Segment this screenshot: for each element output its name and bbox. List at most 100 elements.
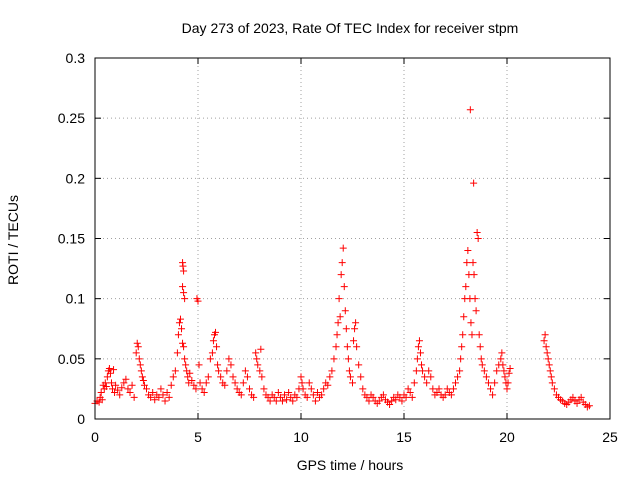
data-point <box>109 385 117 393</box>
data-point <box>196 379 204 387</box>
data-point <box>221 381 229 389</box>
y-tick-label: 0.3 <box>66 50 86 66</box>
y-axis-label: ROTI / TECUs <box>5 195 21 285</box>
data-point <box>498 349 506 357</box>
data-point <box>297 373 305 381</box>
data-point <box>270 393 278 401</box>
data-point <box>334 319 342 327</box>
data-point <box>473 228 481 236</box>
data-point <box>324 381 332 389</box>
data-point <box>491 379 499 387</box>
data-point <box>462 283 470 291</box>
data-point <box>489 391 497 399</box>
data-point <box>328 367 336 375</box>
data-point <box>459 331 467 339</box>
data-point <box>126 389 134 397</box>
data-point <box>241 367 249 375</box>
data-point <box>504 379 512 387</box>
data-point <box>98 396 106 404</box>
data-point <box>105 364 113 372</box>
data-point <box>165 393 173 401</box>
data-point <box>326 373 334 381</box>
data-point <box>500 367 508 375</box>
data-point <box>118 384 126 392</box>
data-point <box>544 355 552 363</box>
data-point <box>266 397 274 405</box>
data-point <box>257 345 265 353</box>
data-point <box>421 373 429 381</box>
data-point <box>143 385 150 393</box>
data-point <box>258 373 266 381</box>
data-point <box>493 367 501 375</box>
data-point <box>305 379 313 387</box>
data-point <box>335 295 343 303</box>
data-point <box>217 373 225 381</box>
data-point <box>487 385 495 393</box>
data-point <box>278 397 286 405</box>
data-point <box>299 385 307 393</box>
data-point <box>112 381 120 389</box>
x-tick-label: 15 <box>396 429 412 445</box>
data-point <box>474 235 482 242</box>
data-point <box>180 289 188 297</box>
data-point <box>122 375 130 383</box>
data-point <box>227 361 235 369</box>
data-point <box>173 349 181 357</box>
data-point <box>204 373 212 381</box>
data-point <box>482 373 490 381</box>
data-point <box>346 373 354 381</box>
data-point <box>171 367 179 375</box>
data-point <box>169 373 177 381</box>
data-point <box>506 364 514 372</box>
data-point <box>353 343 361 351</box>
x-axis-label: GPS time / hours <box>297 457 404 473</box>
grid-lines <box>95 58 610 419</box>
y-tick-label: 0 <box>77 411 85 427</box>
data-point <box>336 313 344 321</box>
data-point <box>333 331 341 339</box>
data-point <box>330 355 338 363</box>
data-point <box>214 361 222 369</box>
data-point <box>548 379 556 387</box>
data-point <box>180 343 188 351</box>
data-point <box>475 331 483 339</box>
data-point <box>124 385 132 393</box>
x-tick-label: 25 <box>602 429 618 445</box>
data-point <box>186 369 194 377</box>
data-point <box>419 367 427 375</box>
data-point <box>107 379 115 387</box>
data-point <box>161 397 169 405</box>
data-point <box>477 355 485 363</box>
data-point <box>167 381 175 389</box>
data-point <box>468 331 476 339</box>
data-point <box>174 331 182 339</box>
data-point <box>345 367 353 375</box>
data-point <box>231 379 239 387</box>
data-point <box>541 331 549 339</box>
data-point <box>138 373 146 381</box>
data-point <box>447 391 455 399</box>
data-point <box>545 361 553 369</box>
data-point <box>469 259 477 267</box>
data-point <box>147 393 155 401</box>
data-point <box>585 402 593 410</box>
data-point <box>225 355 233 363</box>
data-point <box>452 379 459 387</box>
data-point <box>233 385 241 393</box>
data-point <box>195 361 203 369</box>
data-point <box>184 373 192 381</box>
data-point <box>433 389 441 397</box>
data-point <box>456 367 464 375</box>
data-point <box>287 393 295 401</box>
data-point <box>272 397 280 405</box>
data-point <box>470 271 478 279</box>
axes <box>94 57 611 420</box>
data-point <box>484 379 492 387</box>
data-point <box>213 343 221 351</box>
data-point <box>425 367 433 375</box>
data-point <box>460 313 468 321</box>
data-point <box>476 343 484 351</box>
data-point <box>577 393 585 401</box>
data-point <box>274 389 282 397</box>
data-point <box>398 397 406 405</box>
